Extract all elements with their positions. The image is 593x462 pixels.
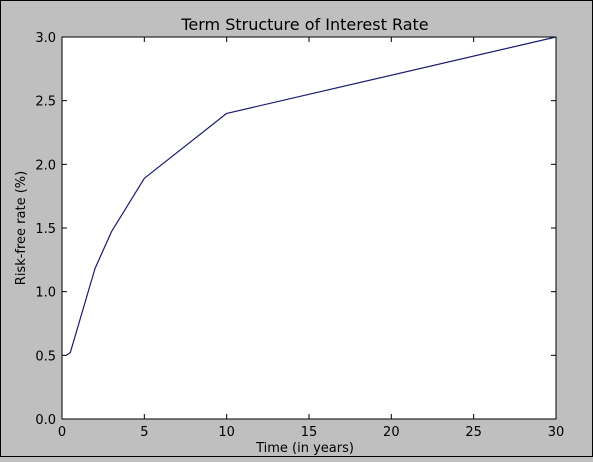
y-tick-label: 0.5 xyxy=(35,349,56,364)
x-tick-label: 25 xyxy=(465,425,482,440)
x-tick-label: 30 xyxy=(548,425,565,440)
y-tick-label: 2.0 xyxy=(35,158,56,173)
x-tick-label: 10 xyxy=(218,425,235,440)
y-tick-label: 1.5 xyxy=(35,222,56,237)
y-tick-label: 1.0 xyxy=(35,286,56,301)
x-tick-label: 0 xyxy=(58,425,66,440)
x-axis-label: Time (in years) xyxy=(255,441,354,456)
y-tick-label: 2.5 xyxy=(35,95,56,110)
y-axis-label: Risk-free rate (%) xyxy=(14,171,29,285)
y-tick-label: 3.0 xyxy=(35,31,56,46)
y-tick-label: 0.0 xyxy=(35,413,56,428)
x-tick-label: 5 xyxy=(140,425,148,440)
x-tick-label: 15 xyxy=(301,425,318,440)
chart-title: Term Structure of Interest Rate xyxy=(180,15,428,34)
x-tick-label: 20 xyxy=(383,425,400,440)
